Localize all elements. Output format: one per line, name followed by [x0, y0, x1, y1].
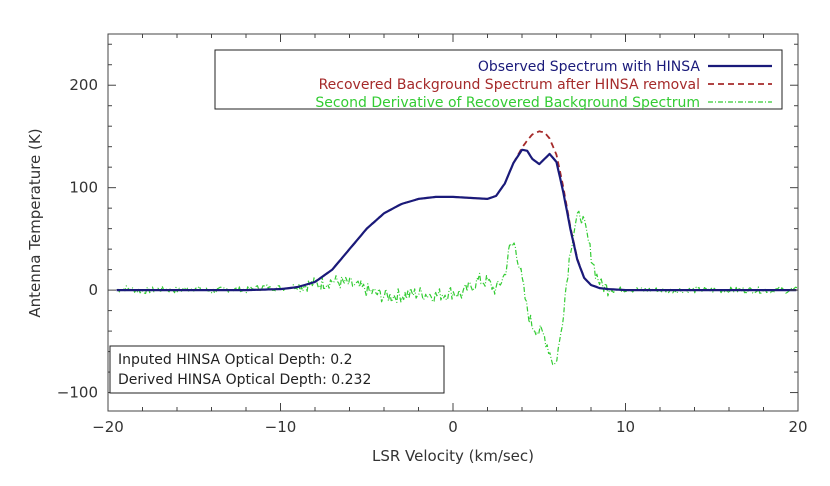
legend-label-0: Observed Spectrum with HINSA [478, 59, 701, 75]
x-tick-label: 20 [788, 418, 807, 436]
x-tick-label: −10 [265, 418, 297, 436]
annotation-box: Inputed HINSA Optical Depth: 0.2 Derived… [109, 345, 445, 394]
annotation-derived-depth: Derived HINSA Optical Depth: 0.232 [118, 372, 371, 388]
y-tick-label: 200 [69, 76, 98, 94]
legend-box [214, 49, 783, 110]
annotation-frame [109, 345, 445, 394]
series-layer [116, 130, 798, 366]
annotation-inputed-depth: Inputed HINSA Optical Depth: 0.2 [118, 352, 352, 368]
y-tick-label: 0 [88, 281, 98, 299]
legend-label-2: Second Derivative of Recovered Backgroun… [315, 95, 700, 111]
series-line-0 [116, 148, 797, 292]
x-tick-label: −20 [92, 418, 124, 436]
x-tick-label: 10 [616, 418, 635, 436]
y-tick-label: 100 [69, 179, 98, 197]
x-tick-label: 0 [448, 418, 458, 436]
legend-label-1: Recovered Background Spectrum after HINS… [319, 77, 700, 93]
series-line-2 [116, 210, 798, 366]
y-axis-label: Antenna Temperature (K) [26, 128, 44, 317]
series-line-1 [116, 130, 797, 291]
x-axis-label: LSR Velocity (km/sec) [372, 447, 534, 465]
legend: Observed Spectrum with HINSA Recovered Ba… [214, 49, 783, 111]
y-tick-label: −100 [57, 384, 98, 402]
